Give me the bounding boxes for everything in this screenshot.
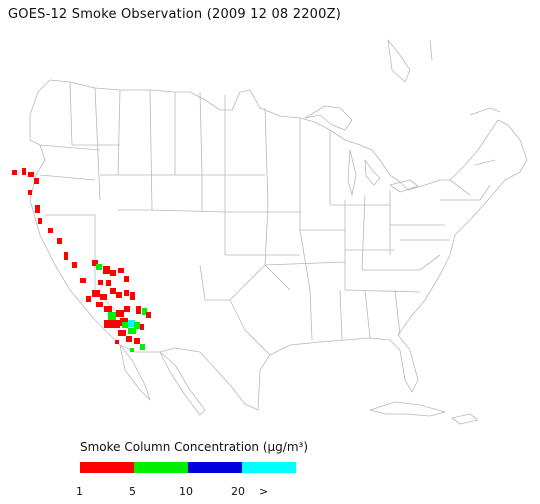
smoke-cell bbox=[134, 338, 140, 344]
smoke-cell bbox=[12, 170, 17, 175]
smoke-cell bbox=[122, 322, 128, 328]
smoke-cell bbox=[118, 330, 126, 336]
smoke-cell bbox=[130, 292, 135, 300]
smoke-cell bbox=[124, 290, 129, 296]
smoke-cell bbox=[96, 302, 103, 307]
smoke-cell bbox=[126, 336, 132, 342]
legend-tick: > bbox=[259, 485, 269, 498]
smoke-cell bbox=[104, 306, 112, 312]
smoke-cell bbox=[106, 280, 111, 286]
legend-segment-20-plus bbox=[242, 462, 296, 473]
smoke-cell bbox=[34, 178, 39, 184]
smoke-cell bbox=[22, 168, 26, 175]
state-boundaries bbox=[29, 39, 528, 425]
smoke-cell bbox=[140, 344, 145, 350]
smoke-cell bbox=[108, 312, 116, 320]
smoke-cell bbox=[128, 328, 136, 334]
legend-segment-1-5 bbox=[80, 462, 134, 473]
map-title: GOES-12 Smoke Observation (2009 12 08 22… bbox=[8, 7, 341, 22]
legend-tick: 5 bbox=[129, 485, 136, 498]
legend-tick: 1 bbox=[76, 485, 83, 498]
smoke-cell bbox=[80, 278, 86, 283]
smoke-cell bbox=[35, 205, 40, 213]
legend-color-bar bbox=[80, 462, 296, 473]
smoke-cell bbox=[92, 290, 100, 297]
smoke-cell bbox=[72, 262, 77, 268]
smoke-cell bbox=[136, 306, 141, 314]
smoke-cell bbox=[57, 238, 62, 244]
smoke-cell bbox=[86, 296, 91, 302]
smoke-cell bbox=[146, 312, 151, 318]
smoke-cell bbox=[142, 308, 147, 315]
smoke-cell bbox=[48, 228, 53, 233]
smoke-cell bbox=[128, 320, 135, 327]
smoke-cell bbox=[130, 348, 134, 352]
smoke-cell bbox=[112, 320, 120, 328]
smoke-cell bbox=[124, 276, 129, 282]
smoke-cell bbox=[92, 260, 98, 266]
smoke-cell bbox=[110, 270, 116, 276]
smoke-cell bbox=[96, 264, 102, 270]
smoke-cell bbox=[28, 172, 34, 177]
smoke-plume-layer bbox=[12, 168, 151, 352]
legend-tick: 20 bbox=[231, 485, 245, 498]
smoke-cell bbox=[118, 268, 124, 273]
legend-segment-10-20 bbox=[188, 462, 242, 473]
smoke-cell bbox=[115, 340, 119, 344]
legend-segment-5-10 bbox=[134, 462, 188, 473]
smoke-cell bbox=[103, 266, 110, 274]
smoke-cell bbox=[124, 306, 130, 312]
smoke-cell bbox=[116, 292, 122, 298]
smoke-cell bbox=[38, 218, 42, 224]
smoke-cell bbox=[98, 280, 103, 285]
legend-title: Smoke Column Concentration (μg/m³) bbox=[80, 440, 308, 454]
smoke-cell bbox=[100, 294, 107, 300]
smoke-cell bbox=[104, 320, 112, 328]
smoke-cell bbox=[140, 324, 144, 330]
smoke-cell bbox=[116, 310, 124, 317]
smoke-cell bbox=[64, 252, 68, 260]
smoke-cell bbox=[28, 190, 32, 195]
legend-tick: 10 bbox=[179, 485, 193, 498]
smoke-cell bbox=[110, 288, 116, 294]
smoke-cell bbox=[134, 322, 140, 329]
